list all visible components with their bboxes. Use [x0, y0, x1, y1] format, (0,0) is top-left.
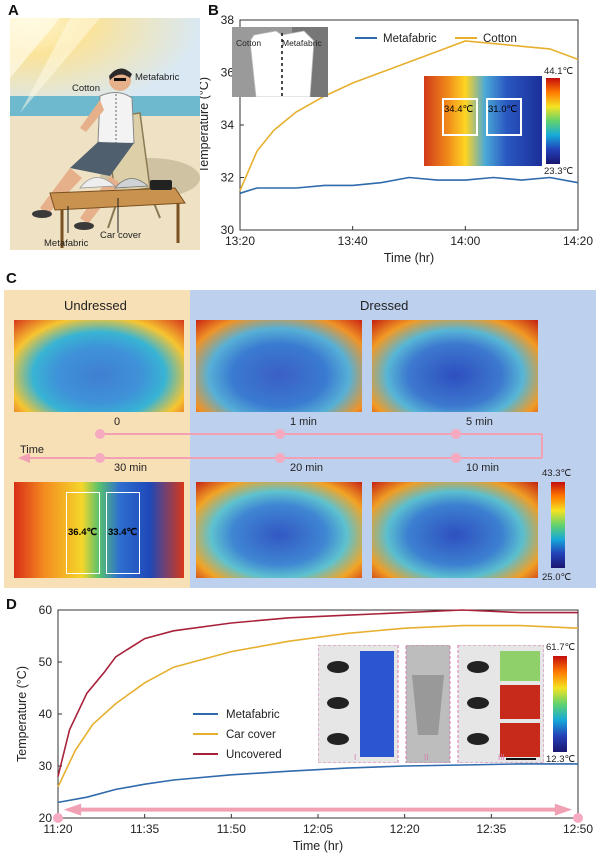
timeline-dot [95, 429, 105, 439]
y-tick-label: 36 [221, 66, 235, 80]
label-undressed: Undressed [64, 298, 127, 313]
colorbar-d-min: 12.3℃ [546, 754, 576, 765]
timeline-dot [95, 453, 105, 463]
start-dot [53, 813, 63, 823]
series-line-metafabric [239, 176, 579, 195]
colorbar-c-max: 43.3℃ [542, 468, 572, 479]
thermal-undressed-30min [14, 482, 184, 578]
time-30min: 30 min [114, 462, 148, 474]
legend-label: Uncovered [226, 749, 282, 761]
beach-scene [10, 18, 200, 250]
inset-photo-label-right: Metafabric [282, 38, 322, 48]
thermal-dressed-5min [372, 320, 538, 412]
timeline-label: Time [20, 444, 45, 456]
y-tick-label: 38 [221, 14, 235, 27]
y-tick-label: 40 [39, 707, 53, 721]
duration-arrow-left [63, 803, 82, 816]
inset-thermal-b [424, 76, 542, 166]
colorbar-c [551, 482, 565, 568]
series-line-cotton [239, 40, 579, 191]
inset-d-label-iii: III [498, 753, 505, 762]
colorbar-b-min: 23.3℃ [544, 166, 574, 177]
time-20min: 20 min [290, 462, 324, 474]
series-line-car-cover [57, 624, 579, 788]
legend-label: Car cover [226, 729, 276, 741]
panel-letter-d: D [6, 596, 17, 613]
thermal-dressed-1min [196, 320, 362, 412]
inset-b-temp-left: 34.4℃ [444, 104, 474, 115]
inset-photo [232, 27, 328, 97]
panel-letter-c: C [6, 270, 17, 287]
y-tick-label: 32 [221, 171, 235, 185]
duration-arrow-right [554, 803, 573, 816]
timeline-arrow [18, 453, 30, 463]
colorbar-b-max: 44.1℃ [544, 66, 574, 77]
colorbar-b [546, 78, 560, 164]
x-tick-label: 12:05 [303, 822, 333, 836]
x-tick-label: 11:35 [130, 822, 159, 836]
y-tick-label: 30 [39, 759, 53, 773]
timeline-dot [275, 429, 285, 439]
label-metafabric-bottom: Metafabric [44, 238, 89, 249]
timeline-dot [451, 453, 461, 463]
toy-car [150, 180, 172, 190]
chart-d: 20 30 40 50 60 11:20 11:35 11:50 12:05 12:20 12:35… [15, 603, 593, 853]
time-5min: 5 min [466, 416, 493, 428]
inset-b-temp-right: 31.0℃ [488, 104, 518, 115]
time-1min: 1 min [290, 416, 317, 428]
panel-a-illustration [10, 18, 200, 250]
x-axis-label: Time (hr) [384, 251, 434, 265]
label-cotton: Cotton [72, 83, 100, 94]
y-tick-label: 50 [39, 655, 53, 669]
x-axis-label: Time (hr) [293, 839, 343, 853]
x-tick-label: 14:20 [563, 234, 593, 248]
label-metafabric: Metafabric [135, 72, 180, 83]
person-shorts [70, 142, 134, 176]
colorbar-d [553, 656, 567, 752]
y-tick-label: 30 [221, 223, 235, 237]
x-tick-label: 13:40 [338, 234, 368, 248]
inset-d [317, 644, 545, 764]
x-tick-label: 12:35 [476, 822, 506, 836]
x-tick-label: 13:20 [225, 234, 255, 248]
inset-photo-label-left: Cotton [236, 38, 262, 48]
y-tick-label: 60 [39, 603, 53, 617]
label-car-cover: Car cover [100, 230, 142, 241]
x-tick-label: 11:50 [217, 822, 246, 836]
legend-label: Metafabric [226, 709, 280, 721]
y-tick-label: 34 [221, 118, 235, 132]
label-dressed: Dressed [360, 298, 409, 313]
inset-d-label-i: I [354, 753, 357, 762]
panel-letter-a: A [8, 2, 19, 19]
thermal-dressed-20min [196, 482, 362, 578]
legend-label: Cotton [483, 33, 517, 45]
x-tick-label: 12:50 [563, 822, 593, 836]
y-tick-label: 20 [39, 811, 53, 825]
thermal-undressed-0 [14, 320, 184, 412]
timeline [18, 429, 543, 463]
legend-label: Metafabric [383, 33, 437, 45]
timeline-dot [275, 453, 285, 463]
series-line-metafabric [57, 763, 578, 804]
inset-d-label-ii: II [424, 753, 429, 762]
time-10min: 10 min [466, 462, 500, 474]
timeline-dot [451, 429, 461, 439]
series-line-uncovered [57, 609, 578, 777]
thermal-temp-meta: 33.4℃ [108, 527, 138, 538]
y-axis-label: Temperature (°C) [200, 77, 211, 173]
end-dot [573, 813, 583, 823]
x-tick-label: 12:20 [390, 822, 420, 836]
x-tick-label: 14:00 [450, 234, 480, 248]
x-tick-label: 11:20 [43, 822, 72, 836]
colorbar-c-min: 25.0℃ [542, 572, 572, 583]
time-0: 0 [114, 416, 121, 428]
panel-letter-b: B [208, 2, 219, 19]
colorbar-d-max: 61.7℃ [546, 642, 576, 653]
thermal-dressed-10min [372, 482, 538, 578]
chart-b: 30 32 34 36 38 13:20 13:40 14:00 14:20 Time (hr) T… [200, 14, 593, 265]
y-axis-label: Temperature (°C) [15, 666, 29, 762]
thermal-temp-cotton: 36.4℃ [68, 527, 98, 538]
